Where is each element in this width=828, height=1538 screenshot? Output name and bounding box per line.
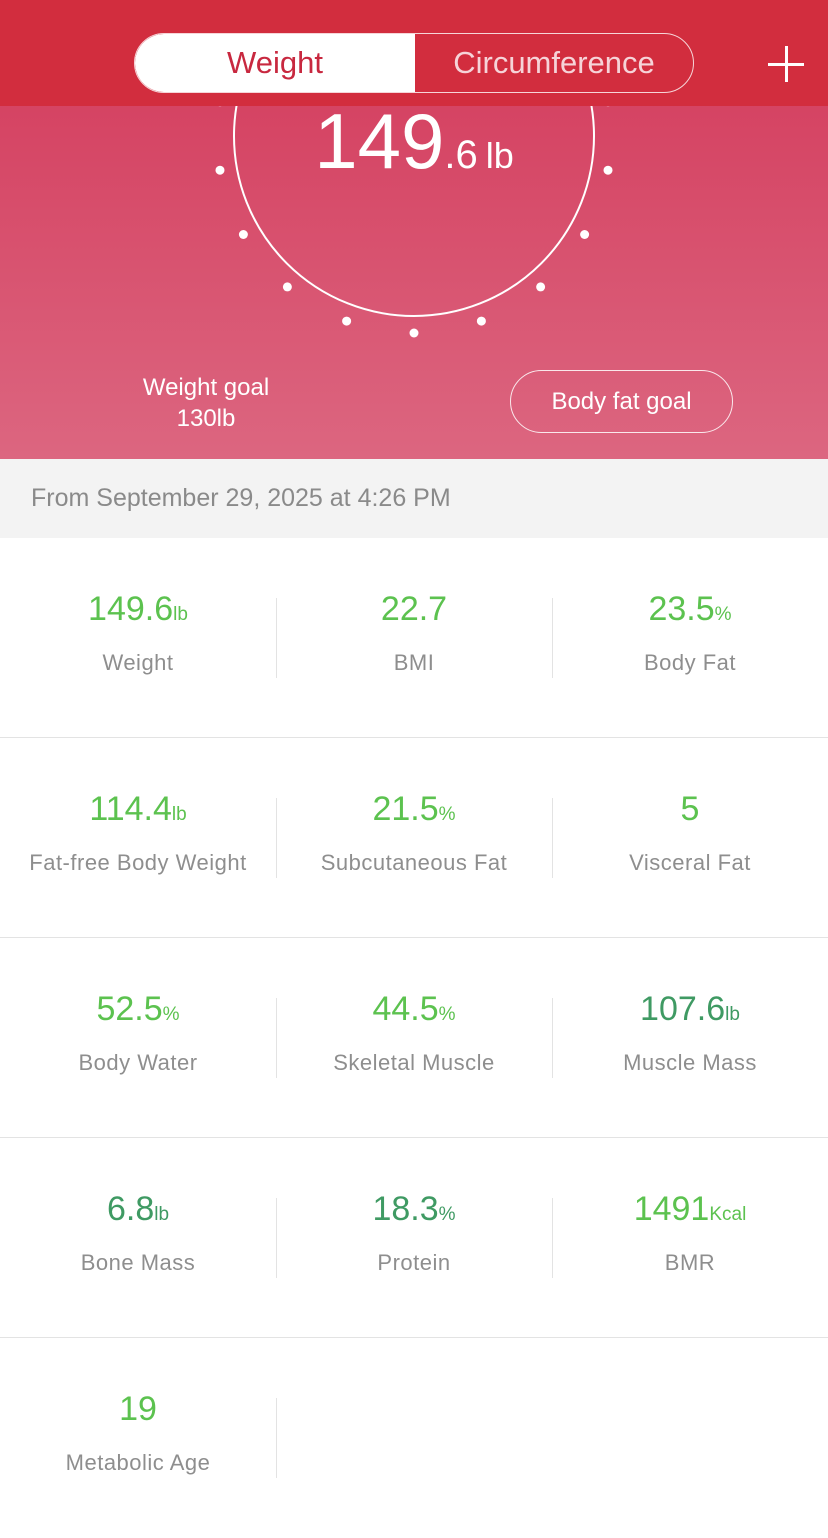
metric-label: Bone Mass xyxy=(80,1250,196,1275)
metric-unit: lb xyxy=(725,1004,740,1025)
metric-value: 52.5% xyxy=(0,990,276,1029)
metric-label: BMR xyxy=(664,1250,716,1275)
current-weight: 149.6 lb xyxy=(0,96,828,187)
weight-goal-label: Weight goal xyxy=(142,374,270,401)
dial-tick-dot xyxy=(580,230,590,239)
dial-tick-dot xyxy=(282,282,292,292)
top-bar: Weight Circumference xyxy=(0,0,828,106)
metric-label: Visceral Fat xyxy=(629,850,751,875)
metric-cell[interactable]: 149.6lb Weight xyxy=(0,538,277,737)
tab-weight[interactable]: Weight xyxy=(135,34,415,92)
metric-value: 5 xyxy=(552,790,828,829)
weight-unit: lb xyxy=(485,135,514,176)
metric-unit: % xyxy=(438,1004,456,1025)
dial-tick-dot xyxy=(603,165,613,175)
metrics-row: 6.8lb Bone Mass 18.3% Protein 1491Kcal BMR xyxy=(0,1138,828,1338)
metric-value: 149.6lb xyxy=(0,590,276,629)
metric-number: 18.3 xyxy=(372,1190,439,1228)
metric-label: Body Water xyxy=(78,1050,198,1075)
metric-unit: Kcal xyxy=(709,1204,747,1225)
metric-number: 23.5 xyxy=(648,590,715,628)
dial-tick-dot xyxy=(215,165,225,175)
metrics-grid: 149.6lb Weight 22.7 BMI 23.5% Body Fat 114.4lb… xyxy=(0,538,828,1538)
metric-value: 107.6lb xyxy=(552,990,828,1029)
metric-value: 19 xyxy=(0,1390,276,1429)
dial-tick-dot xyxy=(409,328,419,338)
metrics-row: 149.6lb Weight 22.7 BMI 23.5% Body Fat xyxy=(0,538,828,738)
metric-value: 21.5% xyxy=(276,790,552,829)
metric-number: 22.7 xyxy=(380,590,448,628)
metric-cell[interactable]: 44.5% Skeletal Muscle xyxy=(276,938,553,1137)
metric-number: 5 xyxy=(680,790,700,828)
weight-dial xyxy=(215,0,613,338)
metric-number: 1491 xyxy=(633,1190,710,1228)
metric-unit: % xyxy=(438,804,456,825)
metric-number: 52.5 xyxy=(96,990,163,1028)
tab-circumference[interactable]: Circumference xyxy=(453,45,655,80)
metric-cell[interactable]: 1491Kcal BMR xyxy=(552,1138,828,1337)
measurement-date: From September 29, 2025 at 4:26 PM xyxy=(0,459,828,538)
metric-number: 44.5 xyxy=(372,990,439,1028)
dial-tick-dot xyxy=(476,316,486,326)
metric-cell[interactable]: 23.5% Body Fat xyxy=(552,538,828,737)
metric-cell[interactable]: 6.8lb Bone Mass xyxy=(0,1138,277,1337)
metric-value: 6.8lb xyxy=(0,1190,276,1229)
dial-tick-dot xyxy=(238,230,248,239)
metric-value: 18.3% xyxy=(276,1190,552,1229)
metric-unit: lb xyxy=(171,804,187,825)
metric-label: Weight xyxy=(102,650,174,675)
metric-cell[interactable]: 52.5% Body Water xyxy=(0,938,277,1137)
weight-goal[interactable]: Weight goal 130lb xyxy=(106,372,306,434)
weight-decimal: .6 xyxy=(444,133,478,177)
plus-icon[interactable] xyxy=(768,46,806,84)
metric-cell[interactable]: 21.5% Subcutaneous Fat xyxy=(276,738,553,937)
metrics-row: 19 Metabolic Age xyxy=(0,1338,828,1538)
body-fat-goal-button[interactable]: Body fat goal xyxy=(510,370,733,433)
metric-value: 44.5% xyxy=(276,990,552,1029)
dial-tick-dot xyxy=(536,282,546,292)
metric-value: 23.5% xyxy=(552,590,828,629)
metrics-row: 114.4lb Fat-free Body Weight 21.5% Subcutan… xyxy=(0,738,828,938)
metric-cell[interactable]: 114.4lb Fat-free Body Weight xyxy=(0,738,277,937)
metrics-row: 52.5% Body Water 44.5% Skeletal Muscle 107.6… xyxy=(0,938,828,1138)
metric-number: 107.6 xyxy=(640,990,726,1028)
metric-number: 149.6 xyxy=(88,590,174,628)
metric-label: Protein xyxy=(377,1250,451,1275)
metric-label: BMI xyxy=(393,650,435,675)
metric-unit: lb xyxy=(154,1204,170,1225)
metric-cell[interactable]: 22.7 BMI xyxy=(276,538,553,737)
metric-number: 114.4 xyxy=(89,790,172,828)
metric-value: 22.7 xyxy=(276,590,552,629)
metric-number: 6.8 xyxy=(106,1190,155,1228)
metric-unit: % xyxy=(438,1204,456,1225)
dial-circle xyxy=(233,0,595,317)
metric-number: 19 xyxy=(119,1390,157,1428)
metric-unit: % xyxy=(714,604,732,625)
metric-unit: lb xyxy=(173,604,188,625)
metric-number: 21.5 xyxy=(372,790,439,828)
metric-cell[interactable]: 18.3% Protein xyxy=(276,1138,553,1337)
metric-value: 114.4lb xyxy=(0,790,276,829)
weight-whole: 149 xyxy=(314,97,445,185)
metric-value: 1491Kcal xyxy=(552,1190,828,1229)
metric-label: Subcutaneous Fat xyxy=(320,850,508,875)
metric-label: Fat-free Body Weight xyxy=(29,850,247,875)
weight-hero: Weight Circumference 149.6 lb Weight goal… xyxy=(0,0,828,459)
metric-unit: % xyxy=(162,1004,180,1025)
dial-tick-dot xyxy=(342,316,352,326)
metric-label: Muscle Mass xyxy=(623,1050,757,1075)
metric-cell[interactable]: 5 Visceral Fat xyxy=(552,738,828,937)
metric-label: Skeletal Muscle xyxy=(333,1050,495,1075)
weight-goal-value: 130lb xyxy=(176,405,236,432)
metric-cell[interactable]: 107.6lb Muscle Mass xyxy=(552,938,828,1137)
metric-label: Body Fat xyxy=(643,650,737,675)
metric-cell[interactable]: 19 Metabolic Age xyxy=(0,1338,277,1538)
metric-label: Metabolic Age xyxy=(65,1450,211,1475)
segmented-control: Weight Circumference xyxy=(134,33,694,93)
